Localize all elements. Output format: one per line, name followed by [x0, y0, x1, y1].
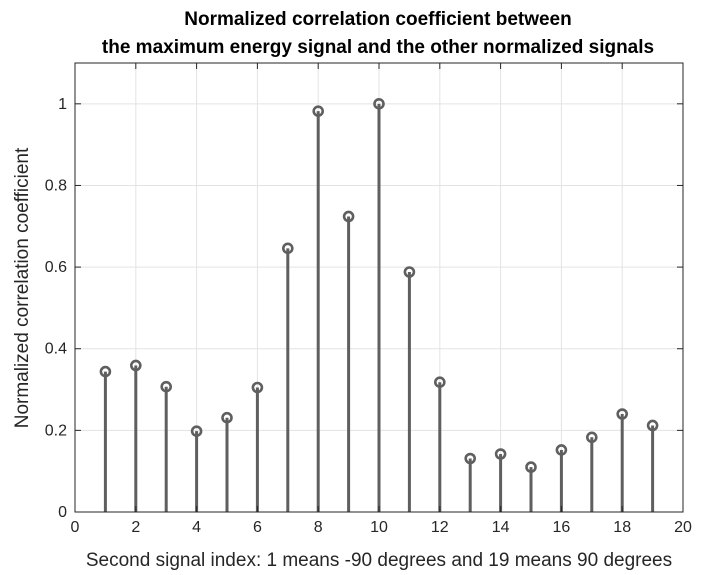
stem-marker: [99, 365, 112, 378]
x-tick-label: 6: [253, 519, 262, 536]
x-tick-label: 8: [314, 519, 323, 536]
stem-marker: [160, 380, 172, 393]
x-tick-label: 0: [71, 519, 80, 536]
x-axis-label: Second signal index: 1 means -90 degrees…: [86, 550, 672, 571]
y-tick-label: 1: [58, 96, 67, 113]
x-tick-label: 2: [131, 519, 140, 536]
y-axis-ticks: 0 0.2 0.4 0.6 0.8 1: [45, 96, 683, 521]
stem-marker: [373, 98, 385, 110]
x-axis-ticks: 0 2 4 6 8 10 12 14 16 18 20: [71, 63, 692, 536]
y-tick-label: 0: [58, 504, 67, 521]
chart-title-line-1: Normalized correlation coefficient betwe…: [184, 9, 571, 30]
x-tick-label: 20: [674, 519, 692, 536]
x-tick-label: 14: [492, 519, 510, 536]
x-tick-label: 12: [431, 519, 449, 536]
stem-marker: [342, 210, 355, 223]
x-tick-label: 4: [192, 519, 201, 536]
stem-marker: [646, 419, 659, 432]
x-tick-label: 16: [553, 519, 571, 536]
stem-marker: [312, 105, 325, 117]
stem-marker: [190, 425, 203, 437]
stem-marker: [494, 448, 507, 460]
stem-marker: [221, 411, 233, 424]
y-tick-label: 0.4: [45, 341, 67, 358]
stem-marker: [251, 381, 264, 394]
stem-marker: [464, 452, 477, 465]
y-axis-label: Normalized correlation coefficient: [12, 147, 33, 428]
x-tick-label: 18: [613, 519, 631, 536]
chart-title-line-2: the maximum energy signal and the other …: [102, 37, 654, 58]
stem-marker: [403, 266, 416, 278]
stem-marker: [130, 359, 142, 372]
stem-marker: [616, 408, 629, 420]
stem-marker: [585, 431, 598, 444]
stem-marker: [281, 242, 294, 255]
stem-marker: [525, 461, 537, 473]
y-tick-label: 0.6: [45, 259, 67, 276]
stem-series: [99, 98, 659, 512]
y-tick-label: 0.8: [45, 177, 67, 194]
stem-marker: [433, 376, 446, 388]
x-tick-label: 10: [370, 519, 388, 536]
y-tick-label: 0.2: [45, 422, 67, 439]
stem-marker: [555, 444, 568, 456]
